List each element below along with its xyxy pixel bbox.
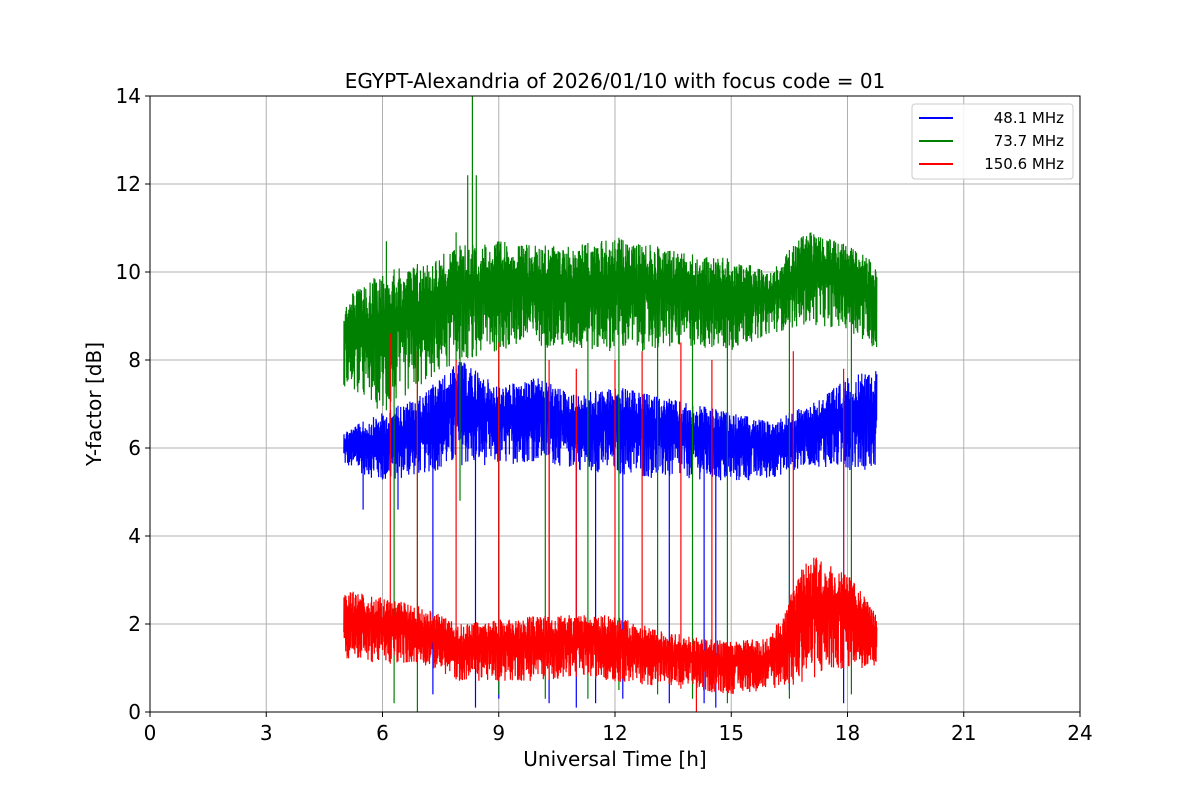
x-tick-label: 21 (951, 721, 976, 745)
x-axis-label: Universal Time [h] (523, 747, 706, 771)
legend-entry-label: 48.1 MHz (994, 109, 1064, 127)
y-tick-label: 12 (116, 172, 141, 196)
y-tick-label: 14 (116, 84, 141, 108)
x-tick-label: 15 (719, 721, 744, 745)
y-tick-label: 6 (128, 436, 141, 460)
y-axis: 0 2 4 6 8 10 12 14 (116, 84, 150, 724)
legend-entry-label: 150.6 MHz (984, 155, 1064, 173)
legend-box (911, 103, 1074, 180)
y-tick-label: 8 (128, 348, 141, 372)
y-tick-label: 2 (128, 612, 141, 636)
y-tick-label: 0 (128, 700, 141, 724)
series-73-7-mhz (343, 96, 878, 712)
x-tick-label: 24 (1067, 721, 1092, 745)
legend-entry-label: 73.7 MHz (994, 132, 1064, 150)
series-line (343, 333, 878, 712)
y-tick-label: 10 (116, 260, 141, 284)
legend: 48.1 MHz 73.7 MHz 150.6 MHz (911, 103, 1074, 180)
series-150-6-mhz (343, 333, 878, 712)
series-line (343, 96, 878, 712)
x-tick-label: 18 (835, 721, 860, 745)
x-tick-label: 6 (376, 721, 389, 745)
x-tick-label: 3 (260, 721, 273, 745)
chart-title: EGYPT-Alexandria of 2026/01/10 with focu… (345, 69, 886, 93)
x-tick-label: 9 (492, 721, 505, 745)
x-axis: 0 3 6 9 12 15 18 21 24 (144, 712, 1093, 745)
y-tick-label: 4 (128, 524, 141, 548)
x-tick-label: 0 (144, 721, 157, 745)
series-layer (343, 96, 878, 712)
y-axis-label: Y-factor [dB] (82, 342, 106, 467)
x-tick-label: 12 (602, 721, 627, 745)
